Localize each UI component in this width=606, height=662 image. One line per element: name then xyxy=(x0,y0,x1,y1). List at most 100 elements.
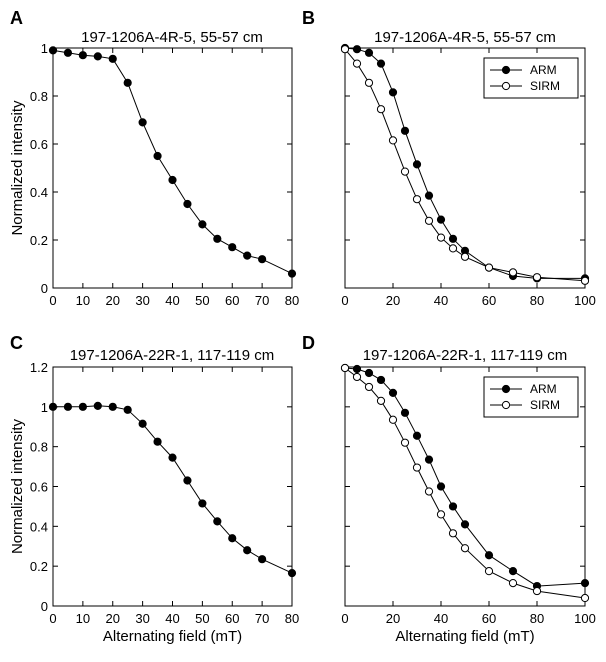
series-sirm xyxy=(340,363,590,603)
data-point xyxy=(138,118,147,127)
data-point xyxy=(388,388,398,397)
data-point xyxy=(448,502,458,511)
data-point xyxy=(93,52,102,61)
series-0 xyxy=(48,46,297,278)
x-axis-label: Alternating field (mT) xyxy=(103,628,242,645)
data-point xyxy=(108,54,117,63)
x-tick-label: 80 xyxy=(285,611,299,626)
data-point xyxy=(123,78,132,87)
legend-box xyxy=(483,57,579,99)
data-point xyxy=(580,578,590,588)
x-tick-label: 20 xyxy=(106,611,120,626)
y-axis-label: Normalized intensity xyxy=(9,100,26,236)
data-point xyxy=(364,368,374,378)
y-tick-label: 1 xyxy=(41,41,48,56)
panel-letter: D xyxy=(302,333,315,353)
data-point xyxy=(213,234,222,243)
y-tick-label: 0.2 xyxy=(30,559,48,574)
data-point xyxy=(400,438,410,447)
y-tick-label: 0 xyxy=(41,281,48,296)
x-tick-label: 0 xyxy=(49,293,56,308)
y-tick-label: 0.8 xyxy=(30,89,48,104)
panel-b: B 197-1206A-4R-5, 55-57 cm 0 20 40 60 80 100 ARM… xyxy=(302,8,596,308)
legend-label: SIRM xyxy=(530,79,560,93)
x-tick-label: 80 xyxy=(530,293,544,308)
x-tick-label: 0 xyxy=(49,611,56,626)
data-point xyxy=(352,364,362,374)
x-tick-label: 40 xyxy=(434,293,448,308)
data-point xyxy=(287,569,297,578)
y-tick-label: 0 xyxy=(41,599,48,614)
data-point xyxy=(424,216,434,225)
data-point xyxy=(376,105,386,114)
data-point xyxy=(460,252,470,261)
y-tick-label: 0.6 xyxy=(30,480,48,495)
data-point xyxy=(63,48,73,57)
x-tick-label: 60 xyxy=(482,611,496,626)
data-point xyxy=(424,487,434,496)
x-tick-label: 80 xyxy=(285,293,299,308)
series-sirm xyxy=(340,45,590,285)
x-tick-label: 0 xyxy=(341,611,348,626)
data-point xyxy=(448,529,458,538)
y-tick-label: 1 xyxy=(41,400,48,415)
data-point xyxy=(532,586,542,596)
data-point xyxy=(168,175,177,185)
data-point xyxy=(508,578,518,588)
data-point xyxy=(352,45,362,54)
data-point xyxy=(364,382,374,392)
data-point xyxy=(364,48,374,57)
x-tick-label: 30 xyxy=(135,293,149,308)
data-point xyxy=(412,431,422,440)
data-point xyxy=(340,45,350,54)
data-point xyxy=(198,499,207,508)
data-point xyxy=(436,482,446,491)
data-point xyxy=(48,402,58,411)
x-tick-label: 10 xyxy=(76,293,90,308)
x-tick-label: 100 xyxy=(574,293,596,308)
data-point xyxy=(484,263,494,272)
data-point xyxy=(448,234,458,243)
data-point xyxy=(153,437,162,446)
data-point xyxy=(364,78,374,87)
data-point xyxy=(48,46,58,55)
data-point xyxy=(108,402,117,411)
data-point xyxy=(243,251,252,260)
x-tick-label: 30 xyxy=(135,611,149,626)
data-point xyxy=(388,415,398,424)
y-tick-label: 0.2 xyxy=(30,233,48,248)
x-tick-label: 60 xyxy=(225,611,239,626)
data-point xyxy=(400,408,410,417)
data-point xyxy=(228,534,237,543)
data-point xyxy=(93,401,102,410)
legend-label: ARM xyxy=(530,63,557,77)
x-tick-label: 40 xyxy=(165,611,179,626)
data-point xyxy=(153,151,162,161)
x-tick-label: 20 xyxy=(386,293,400,308)
data-point xyxy=(138,419,147,428)
data-point xyxy=(78,402,87,411)
data-point xyxy=(258,255,267,264)
legend-marker xyxy=(501,81,511,91)
data-point xyxy=(168,453,177,462)
chart-title: 197-1206A-4R-5, 55-57 cm xyxy=(374,29,556,46)
x-tick-label: 20 xyxy=(386,611,400,626)
data-point xyxy=(376,375,386,385)
data-point xyxy=(352,59,362,68)
data-point xyxy=(412,463,422,472)
data-point xyxy=(508,268,518,277)
chart-title: 197-1206A-4R-5, 55-57 cm xyxy=(81,29,263,46)
x-tick-label: 70 xyxy=(255,293,269,308)
x-tick-label: 40 xyxy=(165,293,179,308)
series-0 xyxy=(48,401,297,578)
x-tick-label: 20 xyxy=(106,293,120,308)
x-tick-label: 100 xyxy=(574,611,596,626)
chart-title: 197-1206A-22R-1, 117-119 cm xyxy=(363,347,568,364)
data-point xyxy=(183,476,192,485)
data-point xyxy=(484,551,494,560)
panel-letter: B xyxy=(302,8,315,28)
data-point xyxy=(376,396,386,405)
y-tick-label: 0.6 xyxy=(30,137,48,152)
legend-label: ARM xyxy=(530,382,557,396)
data-point xyxy=(424,191,434,200)
